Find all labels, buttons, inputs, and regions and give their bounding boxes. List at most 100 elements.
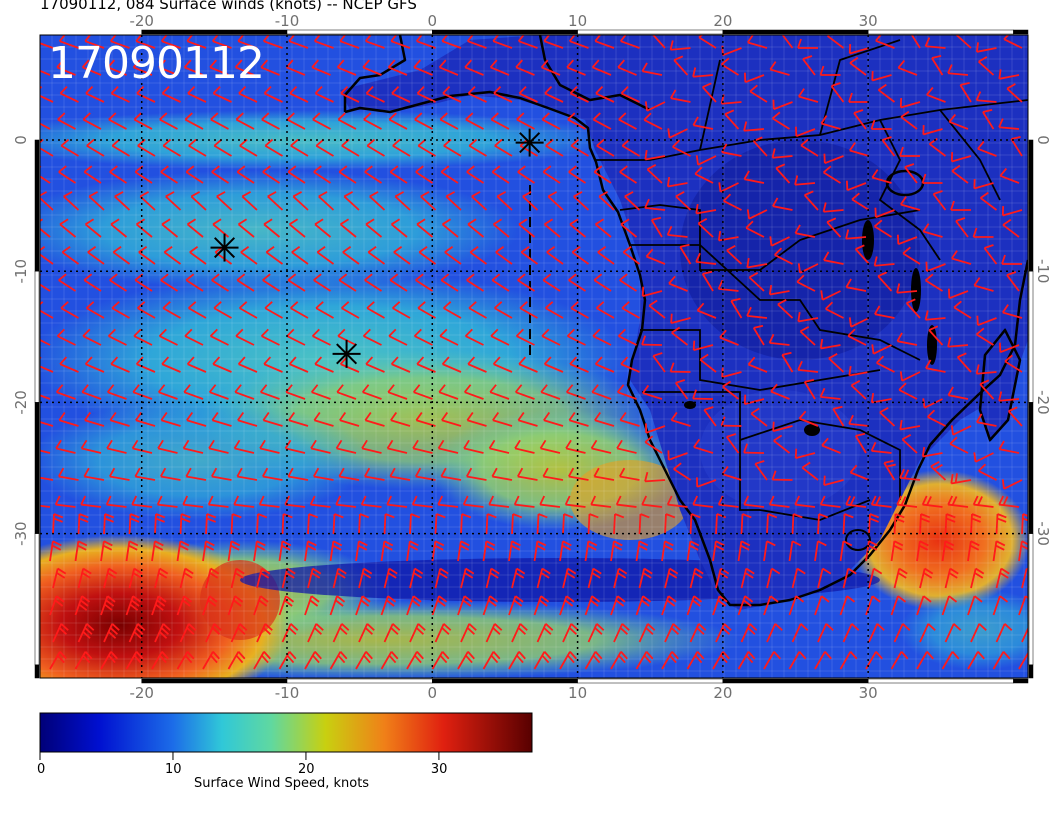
wind-barb xyxy=(619,411,640,427)
wind-barb xyxy=(176,595,193,616)
wind-barb xyxy=(544,85,564,103)
wind-barb xyxy=(1004,354,1023,373)
wind-barb xyxy=(950,200,971,211)
wind-barb xyxy=(109,273,127,292)
wind-barb xyxy=(695,203,717,215)
wind-barb xyxy=(925,261,946,273)
wind-barb xyxy=(794,175,816,186)
wind-barb xyxy=(290,301,309,319)
wind-barb xyxy=(610,595,626,616)
wind-barb xyxy=(311,59,331,76)
wind-barb xyxy=(584,540,598,562)
wind-barb xyxy=(902,246,921,265)
wind-barb xyxy=(508,595,524,616)
wind-barb xyxy=(865,595,881,616)
wind-barb xyxy=(179,623,197,643)
wind-barb xyxy=(105,495,127,508)
wind-barb xyxy=(313,165,331,184)
wind-barb xyxy=(135,218,153,238)
wind-barb xyxy=(593,467,615,481)
wind-barb xyxy=(134,467,156,481)
wind-barb xyxy=(547,191,564,211)
wind-barb xyxy=(511,623,528,643)
wind-barb xyxy=(696,477,717,488)
wind-barb xyxy=(186,35,207,49)
wind-barb xyxy=(390,356,411,373)
wind-barb xyxy=(977,140,997,157)
wind-barb xyxy=(517,165,535,184)
frame-bar-top xyxy=(722,29,869,35)
wind-barb xyxy=(358,623,375,643)
wind-barb xyxy=(161,356,181,373)
wind-barb xyxy=(692,340,714,352)
wind-barb xyxy=(593,273,612,292)
wind-barb xyxy=(389,467,411,481)
wind-barb xyxy=(59,35,79,49)
wind-barb xyxy=(413,59,433,76)
wind-barb xyxy=(100,651,118,670)
wind-barb xyxy=(40,69,51,76)
wind-barb xyxy=(313,273,331,292)
wind-barb xyxy=(979,191,998,211)
wind-barb xyxy=(775,163,791,184)
wind-barb xyxy=(281,513,293,535)
wind-barb xyxy=(176,651,195,670)
wind-barb xyxy=(897,234,918,246)
wind-barb xyxy=(492,218,510,238)
wind-barb xyxy=(288,356,309,373)
wind-barb xyxy=(879,407,896,427)
wind-barb xyxy=(975,42,997,53)
wind-barb xyxy=(289,85,309,103)
wind-barb xyxy=(746,306,768,319)
wind-barb xyxy=(133,328,153,346)
wind-barb xyxy=(948,288,969,300)
wind-barb xyxy=(995,567,1010,589)
wind-barb xyxy=(339,35,360,49)
wind-barb xyxy=(434,623,452,643)
wind-barb xyxy=(161,218,179,238)
wind-barb xyxy=(1002,304,1023,319)
wind-barb xyxy=(151,651,169,670)
wind-barb xyxy=(692,495,714,508)
wind-barb xyxy=(645,423,666,434)
wind-barb xyxy=(77,513,89,535)
wind-barb xyxy=(569,35,589,49)
wind-barb xyxy=(304,540,317,562)
wind-barb xyxy=(947,64,969,76)
wind-barb xyxy=(467,35,487,49)
wind-barb xyxy=(467,85,487,103)
wind-barb xyxy=(388,328,408,346)
wind-barb xyxy=(125,651,144,670)
frame-bar-right xyxy=(1028,664,1034,679)
frame-bar-top xyxy=(286,29,433,35)
wind-barb xyxy=(471,191,488,211)
wind-barb xyxy=(186,411,207,427)
wind-barb xyxy=(383,623,401,643)
wind-barb xyxy=(494,301,513,319)
wind-barb xyxy=(569,85,589,103)
wind-barb xyxy=(845,495,867,508)
wind-barb xyxy=(264,138,283,157)
wind-barb xyxy=(922,124,943,136)
wind-barb xyxy=(596,301,615,319)
wind-barb xyxy=(819,495,841,508)
wind-barb xyxy=(287,165,306,184)
wind-barb xyxy=(278,595,295,616)
wind-barb xyxy=(533,651,552,670)
wind-barb xyxy=(874,207,895,219)
wind-barb xyxy=(100,595,116,616)
wind-barb xyxy=(717,230,739,242)
wind-barb xyxy=(444,245,462,265)
wind-barb xyxy=(202,595,218,616)
wind-barb xyxy=(227,651,246,670)
wind-barb xyxy=(236,165,255,184)
wind-barb xyxy=(1021,626,1028,643)
wind-barb xyxy=(389,273,408,292)
wind-barb xyxy=(468,138,487,157)
wind-barb xyxy=(58,165,76,184)
wind-barb xyxy=(635,540,649,562)
wind-barb xyxy=(573,191,590,211)
wind-barb xyxy=(701,270,714,292)
wind-barb xyxy=(207,495,229,508)
wind-barb xyxy=(771,111,790,130)
